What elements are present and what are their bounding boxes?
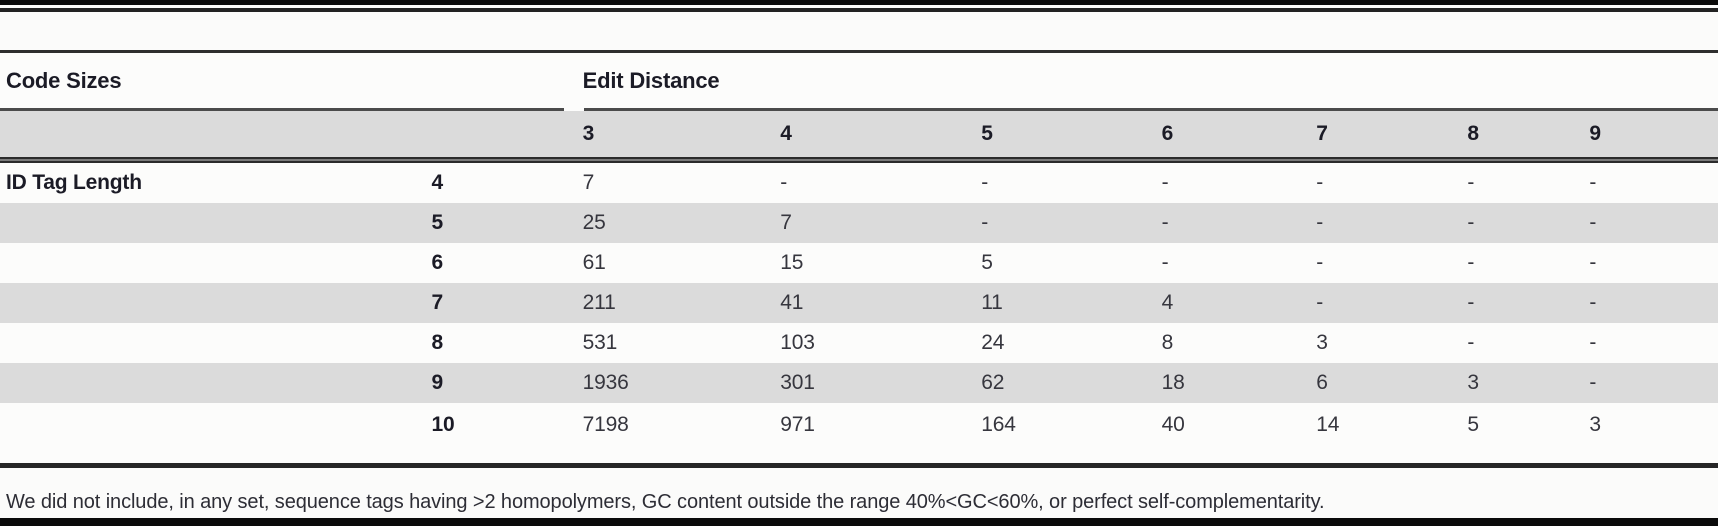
spanner-rules (0, 108, 1718, 111)
code-sizes-group-header: Code Sizes (6, 67, 122, 93)
table-row: 8 531 103 24 8 3 - - (0, 323, 1718, 363)
value-cell: - (780, 171, 788, 194)
value-cell: 971 (780, 412, 815, 436)
value-cell: - (1589, 331, 1597, 354)
table-row: 9 1936 301 62 18 6 3 - (0, 363, 1718, 403)
table-row: 6 61 15 5 - - - - (0, 243, 1718, 283)
value-cell: 1936 (582, 371, 629, 394)
table-row: 7 211 41 11 4 - - - (0, 283, 1718, 323)
top-edge-bar (0, 0, 1718, 5)
spacer (0, 468, 1718, 490)
edit-distance-col-header: 6 (1161, 122, 1174, 145)
spanner-gap (563, 108, 585, 111)
row-group-label: ID Tag Length (6, 171, 142, 194)
spacer (0, 446, 1718, 463)
spacer (0, 12, 1718, 50)
value-cell: 5 (1467, 412, 1479, 436)
value-cell: - (1316, 171, 1324, 194)
edit-distance-col-header: 8 (1467, 122, 1479, 145)
table-top-rule (0, 50, 1718, 53)
table-row: 10 7198 971 164 40 14 5 3 (0, 403, 1718, 446)
value-cell: 8 (1161, 331, 1174, 354)
value-cell: 11 (981, 291, 1003, 314)
value-cell: 62 (981, 371, 1005, 394)
value-cell: - (1589, 211, 1597, 234)
value-cell: - (1589, 171, 1597, 194)
value-cell: - (1316, 211, 1324, 234)
value-cell: 6 (1316, 371, 1328, 394)
value-cell: - (1467, 291, 1475, 314)
header-separator-rule (0, 157, 1718, 163)
value-cell: 25 (582, 211, 606, 234)
value-cell: 3 (1316, 331, 1328, 354)
tag-length-cell: 7 (431, 291, 444, 314)
value-cell: 15 (780, 251, 804, 274)
value-cell: - (1589, 291, 1597, 314)
tag-length-cell: 4 (431, 171, 444, 194)
value-cell: 18 (1161, 371, 1185, 394)
value-cell: - (1161, 171, 1169, 194)
edit-distance-col-header: 5 (981, 122, 993, 145)
value-cell: - (1161, 251, 1169, 274)
value-cell: 41 (780, 291, 804, 314)
value-cell: - (1467, 331, 1475, 354)
value-cell: - (1161, 211, 1169, 234)
value-cell: 531 (582, 331, 618, 354)
edit-distance-spanner-rule (584, 108, 1718, 111)
value-cell: 4 (1161, 291, 1174, 314)
tag-length-cell: 5 (431, 211, 444, 234)
edit-distance-col-header: 7 (1316, 122, 1328, 145)
value-cell: - (1467, 171, 1475, 194)
tag-length-cell: 9 (431, 371, 444, 394)
value-cell: 3 (1467, 371, 1479, 394)
value-cell: - (1316, 291, 1324, 314)
value-cell: 7 (780, 211, 792, 234)
value-cell: 61 (582, 251, 606, 274)
table-row: ID Tag Length 4 7 - - - - - - (0, 163, 1718, 203)
value-cell: 211 (582, 291, 616, 314)
value-cell: 164 (981, 412, 1016, 436)
tag-length-cell: 8 (431, 331, 444, 354)
value-cell: - (1467, 211, 1475, 234)
value-cell: 103 (780, 331, 815, 354)
table-footnote: We did not include, in any set, sequence… (6, 491, 1325, 513)
tag-length-cell: 10 (431, 412, 455, 436)
edit-distance-col-header: 4 (780, 122, 792, 145)
value-cell: - (981, 171, 989, 194)
value-cell: - (1467, 251, 1475, 274)
value-cell: 24 (981, 331, 1005, 354)
value-cell: 7198 (582, 412, 629, 436)
edit-distance-col-header: 9 (1589, 122, 1601, 145)
value-cell: 301 (780, 371, 815, 394)
table-row: 5 25 7 - - - - - (0, 203, 1718, 243)
value-cell: 3 (1589, 412, 1601, 436)
table-bottom-rule (0, 463, 1718, 468)
value-cell: 5 (981, 251, 993, 274)
top-rule (0, 8, 1718, 12)
tag-length-cell: 6 (431, 251, 444, 274)
value-cell: 40 (1161, 412, 1185, 436)
code-sizes-spanner-rule (0, 108, 564, 111)
edit-distance-group-header: Edit Distance (582, 67, 720, 93)
value-cell: 14 (1316, 412, 1340, 436)
bottom-edge-bar (0, 518, 1718, 526)
edit-distance-col-header: 3 (582, 122, 595, 145)
value-cell: 7 (582, 171, 595, 194)
value-cell: - (981, 211, 989, 234)
edit-distance-header-row: 3 4 5 6 7 8 9 (0, 111, 1718, 157)
column-group-header-row: Code Sizes Edit Distance (0, 53, 1718, 108)
value-cell: - (1316, 251, 1324, 274)
value-cell: - (1589, 251, 1597, 274)
value-cell: - (1589, 371, 1597, 394)
